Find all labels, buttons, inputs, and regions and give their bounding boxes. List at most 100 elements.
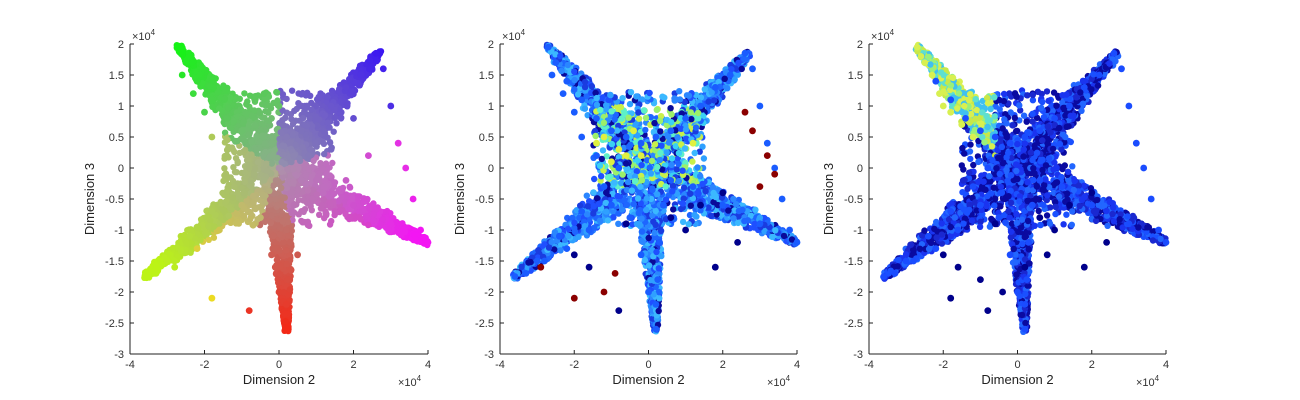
scatter-point xyxy=(325,193,333,200)
scatter-point xyxy=(725,207,732,214)
data-point xyxy=(283,226,290,234)
scatter-point xyxy=(298,208,305,215)
scatter-point xyxy=(256,109,264,117)
data-point xyxy=(379,65,387,73)
scatter-point xyxy=(308,106,315,113)
scatter-point xyxy=(225,181,232,189)
scatter-point xyxy=(243,101,250,108)
scatter-point xyxy=(290,179,297,186)
data-point xyxy=(193,77,201,85)
scatter-point xyxy=(412,236,419,243)
data-point xyxy=(186,232,194,240)
scatter-point xyxy=(274,89,281,96)
scatter-point xyxy=(184,227,191,234)
scatter-point xyxy=(333,120,340,127)
scatter-point xyxy=(705,98,712,105)
y-tick-label: -3 xyxy=(114,349,124,361)
scatter-point xyxy=(738,65,745,73)
data-point xyxy=(208,208,216,215)
scatter-point xyxy=(280,151,287,158)
scatter-point xyxy=(280,239,287,246)
scatter-point xyxy=(734,219,742,227)
data-point xyxy=(284,276,292,283)
y-tick-label: -2 xyxy=(114,287,124,299)
scatter-point xyxy=(241,146,249,154)
data-point xyxy=(223,152,231,160)
data-point xyxy=(327,146,335,153)
scatter-point xyxy=(370,217,377,224)
scatter-point xyxy=(581,105,589,112)
scatter-point xyxy=(288,87,296,94)
data-point xyxy=(189,90,197,97)
scatter-point xyxy=(292,141,299,148)
scatter-point xyxy=(270,232,277,240)
scatter-point xyxy=(268,212,275,219)
data-point xyxy=(152,270,160,277)
scatter-point xyxy=(346,183,353,190)
scatter-point xyxy=(365,221,372,229)
scatter-point xyxy=(710,189,717,197)
scatter-point xyxy=(323,171,330,178)
scatter-point xyxy=(299,144,306,151)
scatter-point xyxy=(316,211,323,218)
data-point xyxy=(312,115,320,122)
scatter-point xyxy=(299,89,306,97)
scatter-point xyxy=(247,216,254,223)
scatter-point xyxy=(320,140,328,147)
x-tick-label: 4 xyxy=(425,359,431,371)
data-point xyxy=(223,115,231,122)
scatter-point xyxy=(366,57,374,64)
scatter-point xyxy=(241,138,248,145)
scatter-point xyxy=(312,139,319,147)
data-point xyxy=(141,273,149,280)
scatter-point xyxy=(286,286,294,293)
scatter-point xyxy=(235,220,242,227)
scatter-point xyxy=(226,204,234,211)
scatter-point xyxy=(183,239,190,247)
scatter-point xyxy=(236,95,243,103)
data-point xyxy=(365,152,372,160)
scatter-point xyxy=(321,112,329,119)
scatter-point xyxy=(177,247,185,254)
data-point xyxy=(312,177,320,184)
data-point xyxy=(245,307,253,314)
scatter-point xyxy=(756,214,764,221)
data-point xyxy=(342,177,350,184)
scatter-point xyxy=(266,196,274,203)
scatter-point xyxy=(752,206,759,213)
data-point xyxy=(260,90,268,97)
data-point xyxy=(350,115,357,122)
scatter-point xyxy=(282,247,290,254)
data-point xyxy=(271,263,279,271)
scatter-point xyxy=(335,197,343,205)
scatter-point xyxy=(772,227,779,234)
data-point xyxy=(283,325,290,333)
scatter-point xyxy=(284,166,291,173)
scatter-point xyxy=(346,215,353,223)
scatter-point xyxy=(317,160,324,167)
scatter-point xyxy=(740,55,748,62)
scatter-point xyxy=(574,91,582,98)
data-point xyxy=(294,251,301,259)
scatter-point xyxy=(344,102,351,109)
scatter-point xyxy=(225,212,232,219)
scatter-point xyxy=(291,107,298,115)
data-point xyxy=(402,164,410,172)
scatter-point xyxy=(305,165,313,173)
scatter-point xyxy=(320,196,327,203)
data-point xyxy=(208,294,216,302)
scatter-point xyxy=(293,172,300,179)
x-tick-label: 0 xyxy=(276,359,282,371)
scatter-point xyxy=(264,167,271,174)
data-point xyxy=(357,71,365,79)
data-point xyxy=(286,239,294,246)
scatter-point xyxy=(265,109,272,116)
scatter-point xyxy=(769,233,776,241)
data-point xyxy=(171,263,179,271)
data-point xyxy=(424,239,432,246)
data-point xyxy=(268,139,275,147)
scatter-point xyxy=(299,114,307,122)
scatter-point xyxy=(276,247,283,254)
data-point xyxy=(387,102,395,110)
data-point xyxy=(275,102,283,110)
